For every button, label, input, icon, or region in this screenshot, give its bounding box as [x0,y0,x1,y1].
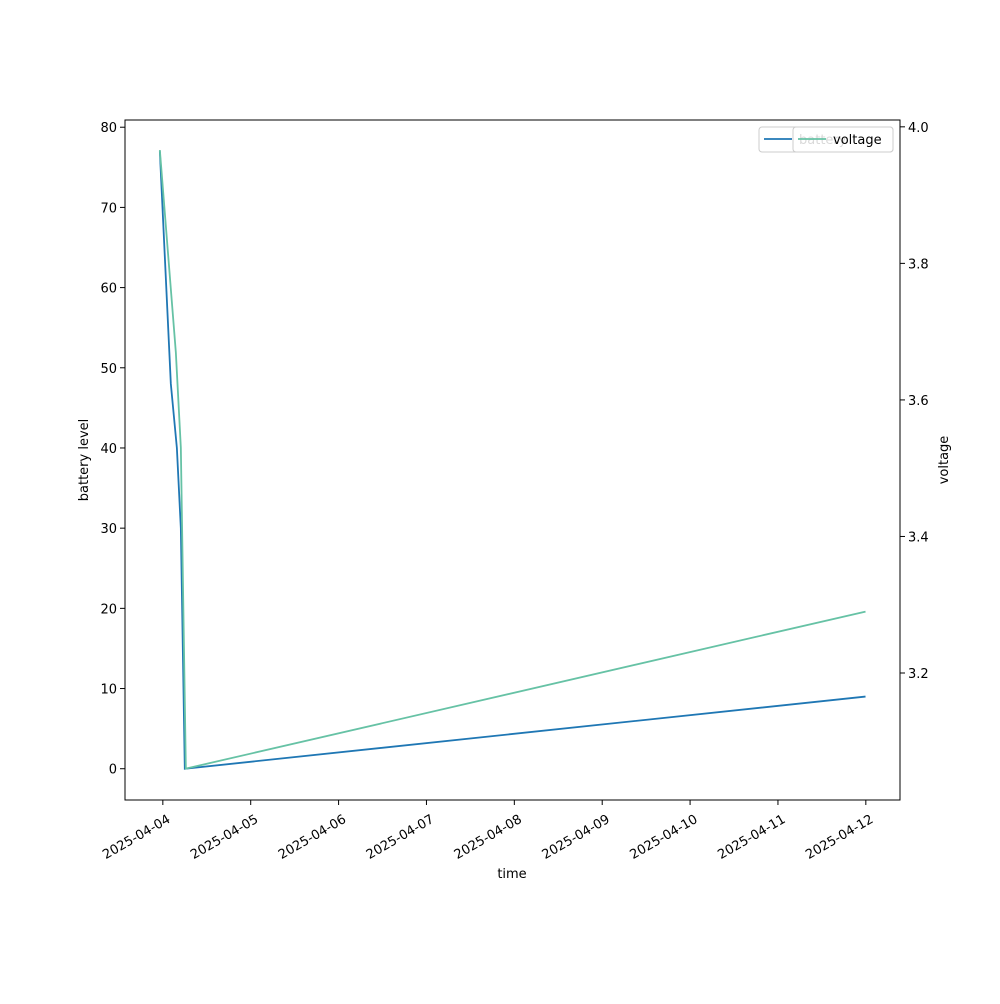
y-tick-label: 40 [100,442,117,457]
legend-label: voltage [833,133,882,148]
y-tick-label: 20 [100,602,117,617]
y2-tick-label: 4.0 [908,121,929,136]
line-series [158,151,866,770]
y2-tick-label: 3.6 [908,394,929,409]
y-axis-label: battery level [77,419,92,502]
line-series [158,149,866,770]
y-tick-label: 80 [100,121,117,136]
y-tick-label: 70 [100,201,117,216]
y-tick-label: 0 [109,763,117,778]
x-axis-label: time [497,867,526,882]
y-tick-label: 60 [100,282,117,297]
y-tick-label: 10 [100,683,117,698]
plot-frame [124,119,901,801]
y-tick-label: 50 [100,362,117,377]
y2-tick-label: 3.2 [908,667,929,682]
y2-tick-label: 3.8 [908,257,929,272]
y-tick-label: 30 [100,522,117,537]
y2-tick-label: 3.4 [908,530,929,545]
y2-axis-label: voltage [937,436,952,485]
legend-box [792,126,894,153]
